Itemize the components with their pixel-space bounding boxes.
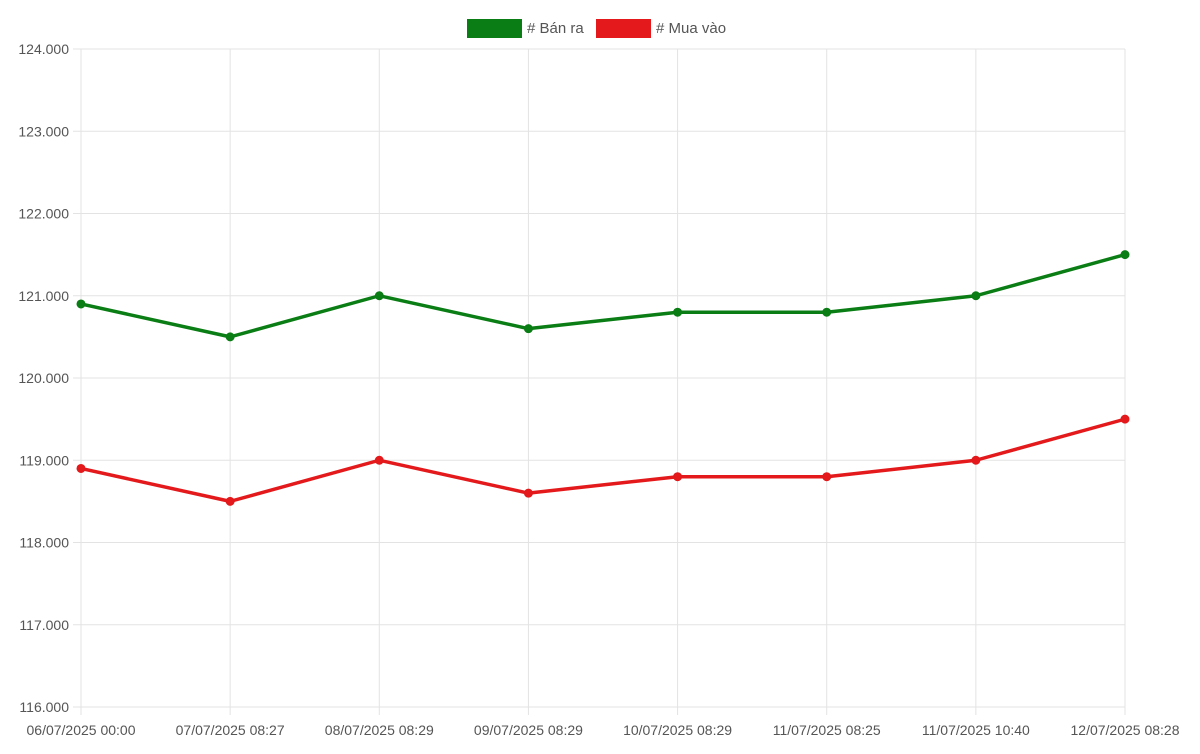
- y-tick-label: 120.000: [18, 370, 69, 386]
- x-tick-label: 08/07/2025 08:29: [325, 722, 434, 738]
- data-point: [822, 472, 832, 482]
- y-tick-label: 124.000: [18, 41, 69, 57]
- legend-swatch: [467, 19, 522, 38]
- x-tick-label: 12/07/2025 08:28: [1071, 722, 1180, 738]
- data-point: [1120, 414, 1130, 424]
- data-point: [523, 488, 533, 498]
- y-tick-label: 118.000: [19, 535, 69, 551]
- data-point: [225, 332, 235, 342]
- data-point: [971, 291, 981, 301]
- data-point: [76, 463, 86, 473]
- legend-item-2: # Mua vào: [596, 19, 726, 38]
- data-point: [374, 291, 384, 301]
- legend-item-1: # Bán ra: [467, 19, 584, 38]
- data-point: [971, 455, 981, 465]
- data-point: [1120, 250, 1130, 260]
- chart-legend: # Bán ra # Mua vào: [467, 19, 726, 38]
- series-line: [79, 417, 1127, 504]
- axis-labels: 116.000 117.000 118.000 119.000 120.000 121.0…: [18, 41, 1179, 738]
- data-point: [523, 324, 533, 334]
- series-line: [79, 252, 1127, 339]
- legend-label: # Mua vào: [656, 20, 726, 37]
- x-tick-label: 11/07/2025 08:25: [773, 722, 881, 738]
- grid-lines: [73, 48, 1126, 715]
- data-point: [374, 455, 384, 465]
- series-lines: [76, 250, 1130, 506]
- y-tick-label: 122.000: [18, 206, 69, 222]
- data-point: [673, 307, 683, 317]
- x-tick-label: 09/07/2025 08:29: [474, 722, 583, 738]
- y-tick-label: 119.000: [19, 452, 69, 468]
- x-tick-label: 06/07/2025 00:00: [27, 722, 136, 738]
- legend-label: # Bán ra: [527, 20, 584, 37]
- data-point: [822, 307, 832, 317]
- data-point: [76, 299, 86, 309]
- y-tick-label: 117.000: [19, 617, 69, 633]
- data-point: [225, 496, 235, 506]
- y-tick-label: 116.000: [19, 699, 69, 715]
- x-tick-label: 07/07/2025 08:27: [176, 722, 285, 738]
- data-point: [673, 472, 683, 482]
- series-1: [76, 250, 1130, 342]
- y-tick-label: 121.000: [18, 288, 69, 304]
- y-tick-label: 123.000: [18, 123, 69, 139]
- legend-swatch: [596, 19, 651, 38]
- x-tick-label: 10/07/2025 08:29: [623, 722, 732, 738]
- x-tick-label: 11/07/2025 10:40: [922, 722, 1030, 738]
- series-2: [76, 414, 1130, 506]
